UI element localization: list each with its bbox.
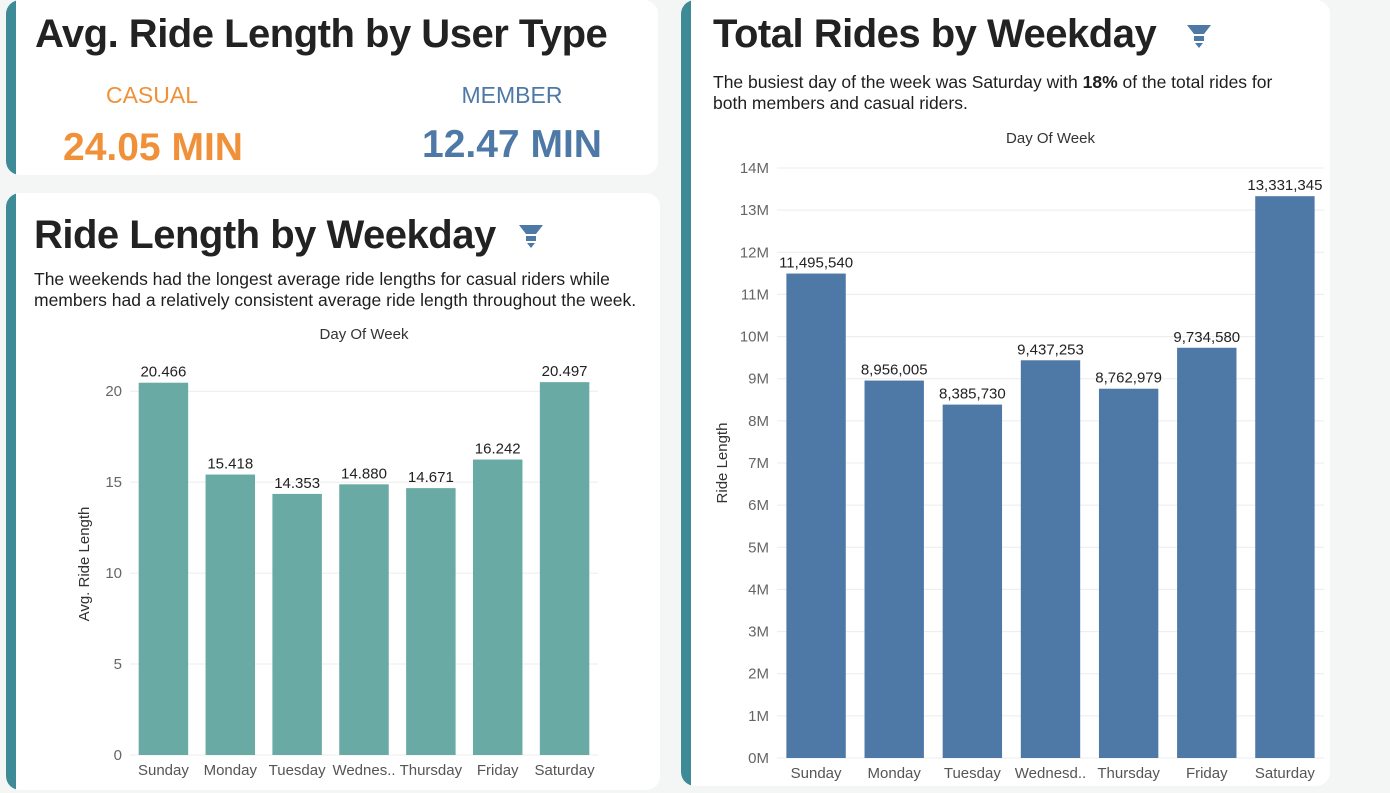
data-label: 20.497 <box>542 363 588 380</box>
avg-ride-length-card: Avg. Ride Length by User Type CASUAL 24.… <box>6 0 658 175</box>
y-tick-label: 2M <box>748 666 769 683</box>
ride-length-bar-chart: 0 5 10 15 20 Day Of Week Avg. Ride Length 20.46… <box>76 326 598 779</box>
data-label: 15.418 <box>207 456 253 473</box>
total-card-title: Total Rides by Weekday <box>713 12 1157 56</box>
bar <box>205 474 256 755</box>
y-tick-label: 15 <box>105 474 122 491</box>
bar <box>1020 360 1081 758</box>
x-tick-label: Saturday <box>1255 765 1316 782</box>
bar <box>1255 196 1315 759</box>
bar <box>1098 388 1159 758</box>
data-label: 14.671 <box>408 469 454 486</box>
x-tick-label: Thursday <box>1097 765 1160 782</box>
y-axis-title: Avg. Ride Length <box>76 507 93 622</box>
x-tick-label: Monday <box>868 765 922 782</box>
y-tick-label: 9M <box>748 371 769 388</box>
data-label: 14.353 <box>274 475 320 492</box>
x-tick-label: Sunday <box>138 762 189 779</box>
x-axis-title: Day Of Week <box>320 326 409 343</box>
ride-length-by-weekday-card: Ride Length by Weekday The weekends had … <box>6 193 660 790</box>
y-tick-label: 14M <box>740 160 769 177</box>
bar <box>539 382 590 755</box>
x-tick-label: Monday <box>204 762 258 779</box>
data-label: 13,331,345 <box>1247 177 1322 194</box>
data-label: 8,385,730 <box>939 386 1006 403</box>
total-rides-bar-chart: 0M 1M 2M 3M 4M 5M 6M 7M 8M 9M 10M 11M 12M 13M 14M Day O… <box>714 130 1324 782</box>
member-value: 12.47 MIN <box>422 123 602 166</box>
bar <box>1177 347 1237 758</box>
y-tick-label: 0M <box>748 750 769 767</box>
y-tick-label: 6M <box>748 497 769 514</box>
data-label: 14.880 <box>341 465 387 482</box>
bar <box>472 459 523 755</box>
x-tick-label: Wednes.. <box>332 762 395 779</box>
weekday-card-subtitle: The weekends had the longest average rid… <box>34 269 654 311</box>
bar <box>406 488 456 755</box>
data-label: 11,495,540 <box>779 255 853 272</box>
card-accent-bar <box>6 0 16 175</box>
subtitle-line-2: members had a relatively consistent aver… <box>34 290 637 310</box>
bar <box>138 382 189 755</box>
y-tick-label: 3M <box>748 624 769 641</box>
subtitle-line-1: The weekends had the longest average rid… <box>34 269 610 289</box>
y-tick-label: 8M <box>748 413 769 430</box>
subtitle-line-2: both members and casual riders. <box>713 93 968 113</box>
filter-icon[interactable] <box>1186 23 1212 49</box>
x-tick-label: Thursday <box>400 762 463 779</box>
y-tick-label: 11M <box>741 286 769 303</box>
total-rides-by-weekday-card: Total Rides by Weekday The busiest day o… <box>681 0 1330 786</box>
y-tick-label: 5M <box>748 539 769 556</box>
subtitle-text: The busiest day of the week was Saturday… <box>713 72 1083 92</box>
y-tick-label: 0 <box>114 747 122 764</box>
y-tick-label: 20 <box>105 383 122 400</box>
y-axis-title: Ride Length <box>714 423 731 504</box>
casual-label: CASUAL <box>105 82 199 108</box>
filter-icon[interactable] <box>518 223 544 249</box>
x-tick-label: Saturday <box>535 762 596 779</box>
y-tick-label: 1M <box>748 708 769 725</box>
data-label: 8,762,979 <box>1095 370 1162 387</box>
y-tick-label: 7M <box>748 455 769 472</box>
data-label: 16.242 <box>475 441 521 458</box>
subtitle-line-1: The busiest day of the week was Saturday… <box>713 72 1313 93</box>
data-label: 8,956,005 <box>861 362 928 379</box>
member-label: MEMBER <box>461 82 563 108</box>
y-tick-label: 12M <box>740 244 769 261</box>
x-tick-label: Tuesday <box>944 765 1001 782</box>
y-tick-label: 5 <box>114 656 122 673</box>
x-tick-label: Wednesd.. <box>1015 765 1086 782</box>
avg-card-title: Avg. Ride Length by User Type <box>35 12 608 56</box>
data-label: 9,437,253 <box>1017 341 1084 358</box>
data-label: 9,734,580 <box>1173 329 1240 346</box>
total-card-subtitle: The busiest day of the week was Saturday… <box>713 72 1313 114</box>
x-tick-label: Sunday <box>791 765 842 782</box>
bar <box>786 273 846 758</box>
card-accent-bar <box>6 193 16 790</box>
x-tick-label: Tuesday <box>269 762 326 779</box>
card-accent-bar <box>681 0 691 786</box>
y-tick-label: 4M <box>748 581 769 598</box>
x-tick-label: Friday <box>477 762 519 779</box>
bar <box>864 380 924 758</box>
subtitle-text: of the total rides for <box>1117 72 1273 92</box>
bar <box>339 484 389 755</box>
casual-value: 24.05 MIN <box>63 126 243 169</box>
y-tick-label: 10M <box>740 329 769 346</box>
y-tick-label: 10 <box>105 565 122 582</box>
weekday-card-title: Ride Length by Weekday <box>34 213 496 257</box>
x-tick-label: Friday <box>1186 765 1228 782</box>
bar <box>272 493 322 755</box>
data-label: 20.466 <box>140 364 186 381</box>
bar <box>942 404 1003 758</box>
y-tick-label: 13M <box>740 202 769 219</box>
x-axis-title: Day Of Week <box>1006 130 1095 147</box>
subtitle-highlight: 18% <box>1082 72 1118 92</box>
